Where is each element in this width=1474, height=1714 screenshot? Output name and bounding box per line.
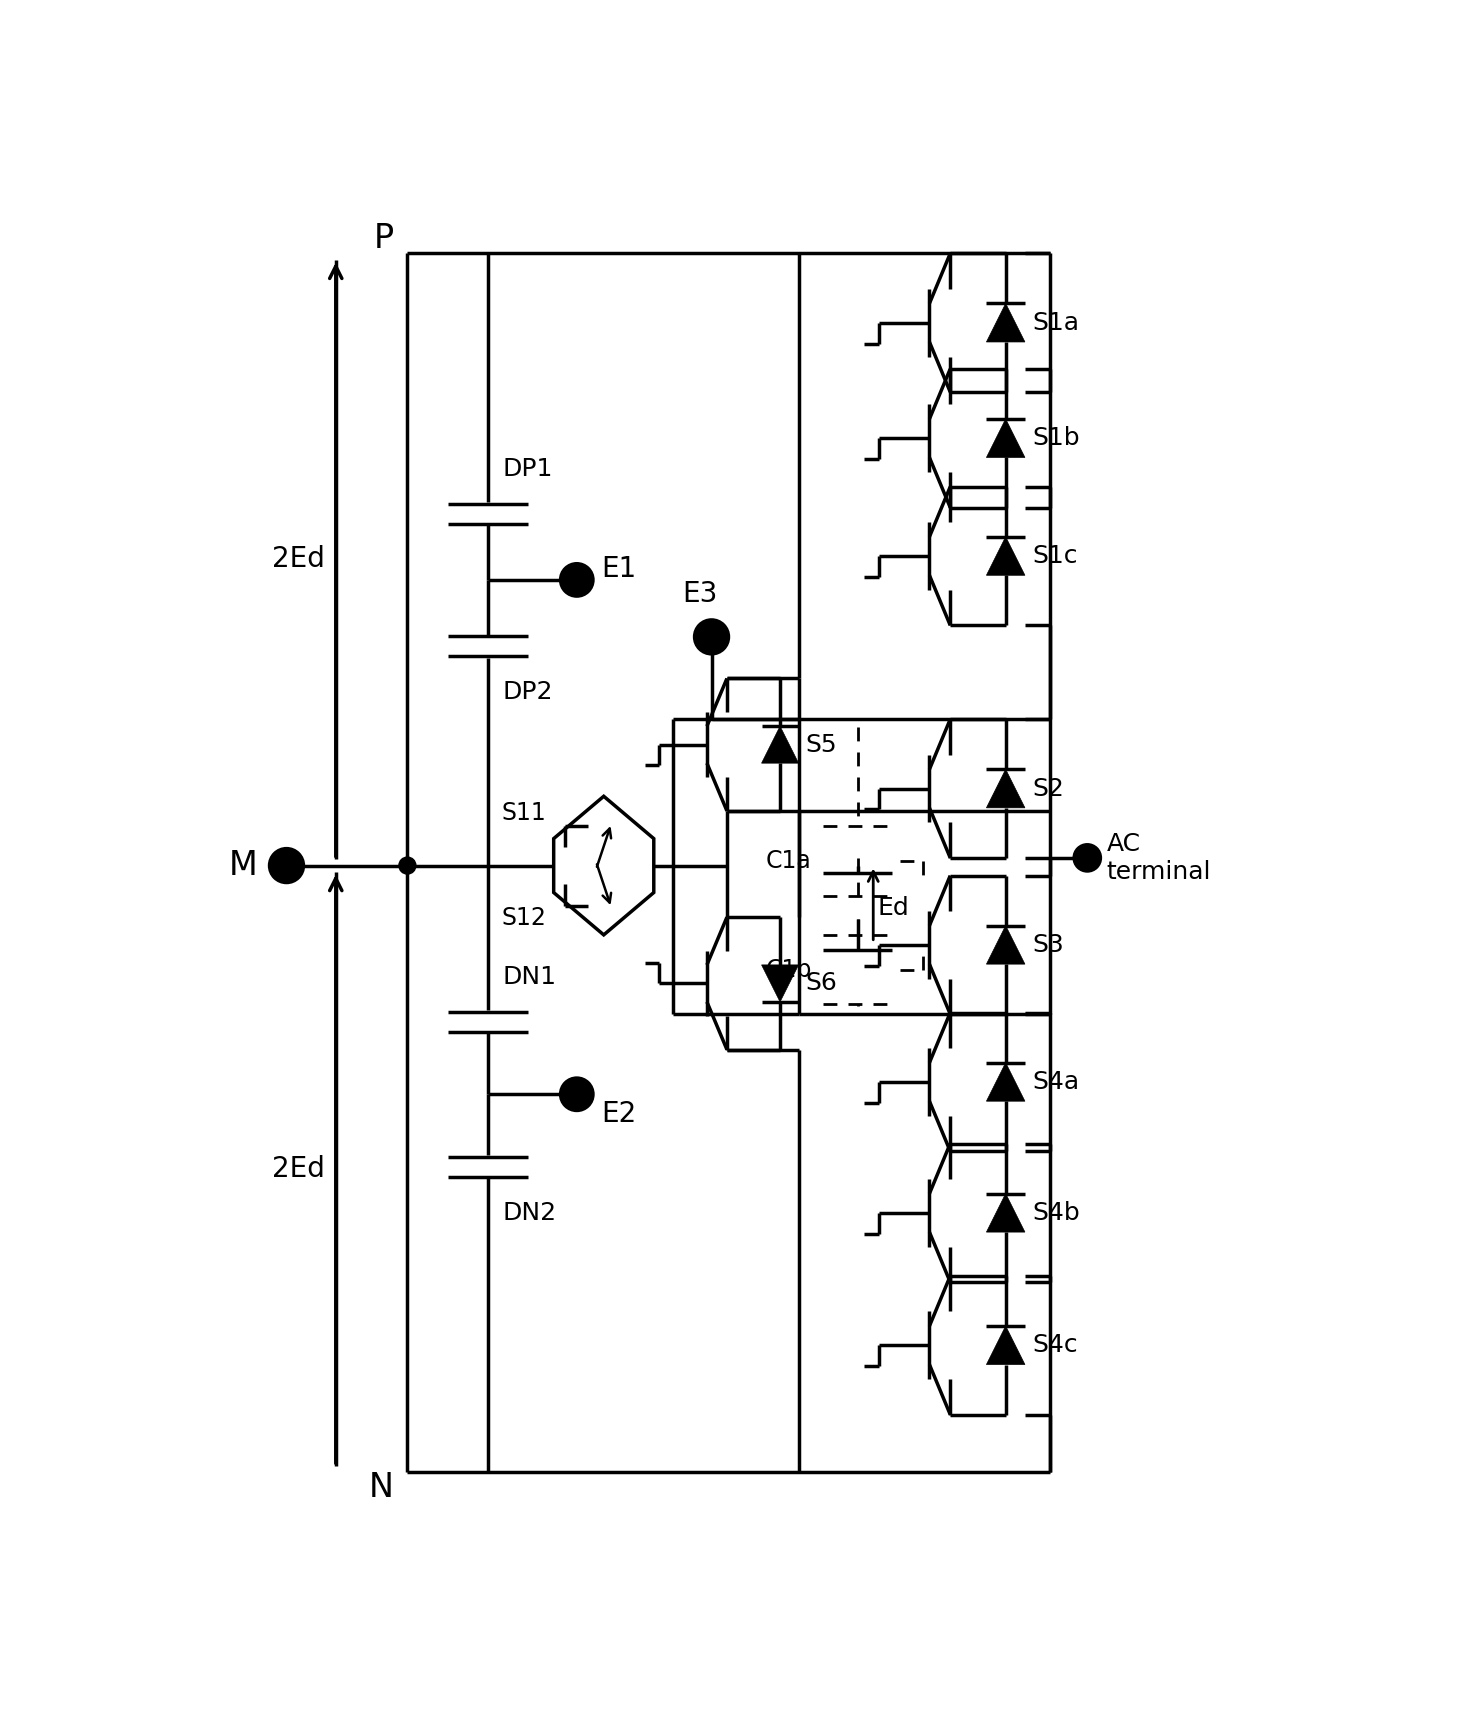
Text: 2Ed: 2Ed [273, 1155, 324, 1183]
Circle shape [560, 1078, 593, 1111]
Polygon shape [762, 965, 799, 1003]
Polygon shape [762, 727, 799, 763]
Circle shape [560, 564, 593, 596]
Text: S3: S3 [1033, 932, 1064, 956]
Text: M: M [228, 848, 258, 883]
Text: S1c: S1c [1033, 543, 1077, 567]
Text: C1a: C1a [766, 848, 812, 872]
Circle shape [270, 848, 304, 883]
Text: E2: E2 [601, 1100, 637, 1128]
Text: DP2: DP2 [503, 680, 553, 704]
Text: S1b: S1b [1033, 427, 1080, 451]
Text: DN1: DN1 [503, 965, 556, 989]
Circle shape [399, 857, 416, 874]
Polygon shape [986, 1327, 1024, 1364]
Polygon shape [986, 536, 1024, 576]
Polygon shape [986, 770, 1024, 807]
Text: terminal: terminal [1107, 860, 1212, 884]
Text: E3: E3 [682, 579, 718, 608]
Text: P: P [373, 221, 394, 255]
Text: N: N [368, 1471, 394, 1503]
Text: E1: E1 [601, 555, 637, 583]
Text: S4a: S4a [1033, 1070, 1080, 1094]
Text: S1a: S1a [1033, 310, 1079, 334]
Text: S2: S2 [1033, 776, 1064, 800]
Text: S5: S5 [805, 732, 837, 756]
Text: S12: S12 [501, 907, 545, 931]
Text: S11: S11 [501, 800, 545, 824]
Text: AC: AC [1107, 831, 1141, 855]
Circle shape [694, 620, 728, 653]
Text: C1b: C1b [765, 958, 812, 982]
Text: S4b: S4b [1033, 1202, 1080, 1226]
Text: DN2: DN2 [503, 1202, 556, 1226]
Circle shape [1075, 845, 1101, 871]
Polygon shape [986, 303, 1024, 343]
Polygon shape [986, 926, 1024, 965]
Text: S6: S6 [805, 972, 837, 996]
Text: S4c: S4c [1033, 1333, 1079, 1357]
Polygon shape [986, 418, 1024, 458]
Polygon shape [986, 1063, 1024, 1100]
Text: 2Ed: 2Ed [273, 545, 324, 572]
Text: Ed: Ed [877, 896, 909, 920]
Text: DP1: DP1 [503, 458, 553, 482]
Polygon shape [986, 1193, 1024, 1232]
